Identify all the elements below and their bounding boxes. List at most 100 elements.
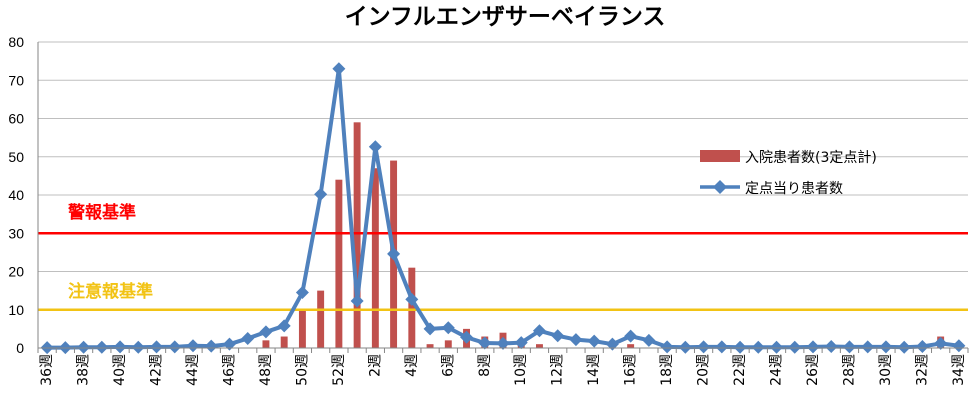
line-point bbox=[460, 330, 474, 344]
legend: 入院患者数(3定点計) 定点当り患者数 bbox=[700, 150, 877, 197]
caution-threshold-label: 注意報基準 bbox=[68, 281, 153, 302]
x-tick-label: 26週 bbox=[805, 354, 821, 386]
y-tick-label: 20 bbox=[8, 264, 24, 280]
bar bbox=[317, 290, 325, 348]
line-point bbox=[295, 286, 309, 300]
line-point bbox=[770, 340, 784, 354]
line-point bbox=[751, 340, 765, 354]
x-tick-label: 42週 bbox=[149, 354, 165, 386]
x-tick-label: 20週 bbox=[696, 354, 712, 386]
line-point bbox=[131, 340, 145, 354]
line-point bbox=[551, 329, 565, 343]
line-point bbox=[532, 324, 546, 338]
line-point bbox=[642, 333, 656, 347]
line-point bbox=[314, 187, 328, 201]
x-tick-label: 24週 bbox=[769, 354, 785, 386]
bar bbox=[335, 179, 343, 348]
line-point bbox=[514, 336, 528, 350]
x-tick-label: 6週 bbox=[440, 354, 456, 377]
line-point bbox=[678, 340, 692, 354]
bar bbox=[262, 340, 270, 348]
y-tick-label: 80 bbox=[8, 34, 24, 50]
legend-line-label: 定点当り患者数 bbox=[745, 181, 843, 197]
bar bbox=[408, 267, 416, 348]
line-point bbox=[569, 333, 583, 347]
line-point bbox=[697, 340, 711, 354]
chart-title: インフルエンザサーベイランス bbox=[345, 4, 666, 30]
line-point bbox=[842, 340, 856, 354]
x-tick-label: 16週 bbox=[623, 354, 639, 386]
line-point bbox=[824, 339, 838, 353]
y-tick-label: 40 bbox=[8, 187, 24, 203]
x-tick-label: 44週 bbox=[185, 354, 201, 386]
x-tick-label: 28週 bbox=[841, 354, 857, 386]
line-point bbox=[879, 340, 893, 354]
line-point bbox=[587, 334, 601, 348]
line-point bbox=[478, 336, 492, 350]
legend-bar-swatch bbox=[700, 150, 740, 162]
x-tick-label: 38週 bbox=[76, 354, 92, 386]
x-tick-label: 46週 bbox=[221, 354, 237, 386]
line-point bbox=[387, 247, 401, 261]
y-tick-label: 70 bbox=[8, 72, 24, 88]
line-point bbox=[660, 340, 674, 354]
bar bbox=[536, 344, 543, 348]
x-tick-label: 36週 bbox=[39, 354, 55, 386]
bar bbox=[280, 336, 288, 348]
line-point bbox=[934, 336, 948, 350]
line-point bbox=[168, 340, 182, 354]
line-point bbox=[113, 340, 127, 354]
line-point bbox=[605, 337, 619, 351]
line-point bbox=[186, 339, 200, 353]
x-tick-label: 12週 bbox=[550, 354, 566, 386]
line-point bbox=[733, 340, 747, 354]
x-tick-label: 32週 bbox=[914, 354, 930, 386]
line-point bbox=[897, 340, 911, 354]
y-axis-ticks: 0 10 20 30 40 50 60 70 80 bbox=[8, 34, 24, 356]
bar bbox=[353, 122, 361, 348]
x-axis: 36週 38週 40週 42週 44週 46週 48週 50週 52週 2週 4週 6週 8週 10週 12… bbox=[37, 42, 969, 386]
x-tick-label: 48週 bbox=[258, 354, 274, 386]
line-point bbox=[350, 294, 364, 308]
line-point bbox=[715, 340, 729, 354]
line-point bbox=[95, 340, 109, 354]
y-tick-label: 10 bbox=[8, 302, 24, 318]
line-point bbox=[915, 339, 929, 353]
y-tick-label: 60 bbox=[8, 111, 24, 127]
bar bbox=[444, 340, 452, 348]
line-point bbox=[405, 292, 419, 306]
line-point bbox=[952, 339, 966, 353]
x-tick-label: 10週 bbox=[513, 354, 529, 386]
y-tick-label: 0 bbox=[16, 340, 24, 356]
line-point bbox=[441, 321, 455, 335]
line-point bbox=[150, 340, 164, 354]
legend-bar-label: 入院患者数(3定点計) bbox=[745, 150, 877, 166]
x-tick-label: 50週 bbox=[294, 354, 310, 386]
reference-lines bbox=[38, 232, 968, 311]
x-tick-label: 8週 bbox=[477, 354, 493, 377]
line-point bbox=[861, 340, 875, 354]
legend-line-marker bbox=[713, 180, 727, 194]
x-tick-label: 2週 bbox=[367, 354, 383, 377]
line-point bbox=[277, 319, 291, 333]
line-point bbox=[806, 340, 820, 354]
line-point bbox=[788, 340, 802, 354]
line-point bbox=[368, 140, 382, 154]
line-point bbox=[77, 340, 91, 354]
y-tick-label: 50 bbox=[8, 149, 24, 165]
bar bbox=[627, 344, 635, 348]
line-point bbox=[624, 329, 638, 343]
bar bbox=[426, 344, 434, 348]
line-point bbox=[222, 337, 236, 351]
x-tick-label: 18週 bbox=[659, 354, 675, 386]
alert-threshold-label: 警報基準 bbox=[67, 202, 136, 223]
x-tick-label: 14週 bbox=[586, 354, 602, 386]
bar bbox=[371, 168, 379, 348]
x-tick-label: 30週 bbox=[878, 354, 894, 386]
line-point bbox=[259, 325, 273, 339]
line-point bbox=[241, 331, 255, 345]
x-tick-label: 34週 bbox=[951, 354, 967, 386]
line-point bbox=[423, 322, 437, 336]
